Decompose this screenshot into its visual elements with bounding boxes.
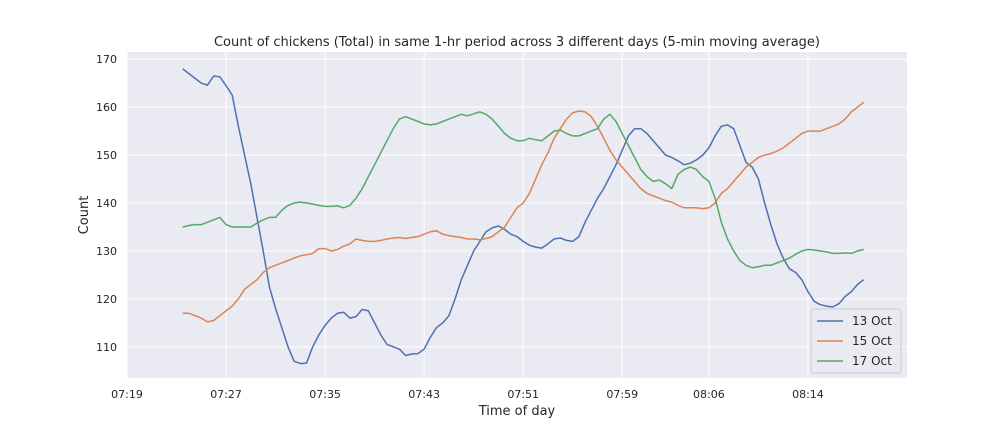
legend: 13 Oct 15 Oct 17 Oct bbox=[810, 308, 902, 374]
series-line-2 bbox=[182, 101, 865, 323]
legend-label: 15 Oct bbox=[852, 334, 892, 348]
y-tick-label: 120 bbox=[96, 293, 117, 306]
y-axis-label: Count bbox=[77, 196, 92, 235]
series-line-1 bbox=[182, 68, 865, 365]
grid-lines bbox=[126, 52, 907, 378]
x-tick-label: 07:19 bbox=[111, 388, 143, 401]
legend-box bbox=[810, 308, 902, 374]
series-lines bbox=[182, 68, 865, 365]
x-axis-ticks: 07:19 07:27 07:35 07:43 07:51 07:59 08:06 08:14 bbox=[111, 388, 824, 401]
x-tick-label: 08:06 bbox=[693, 388, 725, 401]
x-tick-label: 07:27 bbox=[210, 388, 242, 401]
x-tick-label: 08:14 bbox=[792, 388, 824, 401]
y-tick-label: 160 bbox=[96, 101, 117, 114]
y-axis-ticks: 110 120 130 140 150 160 170 bbox=[96, 53, 117, 354]
legend-label: 13 Oct bbox=[852, 314, 892, 328]
plot-area bbox=[127, 52, 907, 378]
x-tick-label: 07:59 bbox=[606, 388, 638, 401]
y-tick-label: 170 bbox=[96, 53, 117, 66]
x-axis-label: Time of day bbox=[478, 404, 556, 419]
y-tick-label: 130 bbox=[96, 245, 117, 258]
chart-title: Count of chickens (Total) in same 1-hr p… bbox=[214, 35, 820, 50]
x-tick-label: 07:43 bbox=[408, 388, 440, 401]
y-tick-label: 150 bbox=[96, 149, 117, 162]
y-tick-label: 110 bbox=[96, 341, 117, 354]
legend-label: 17 Oct bbox=[852, 354, 892, 368]
series-line-3 bbox=[182, 111, 864, 269]
x-tick-label: 07:51 bbox=[507, 388, 539, 401]
y-tick-label: 140 bbox=[96, 197, 117, 210]
x-tick-label: 07:35 bbox=[309, 388, 341, 401]
